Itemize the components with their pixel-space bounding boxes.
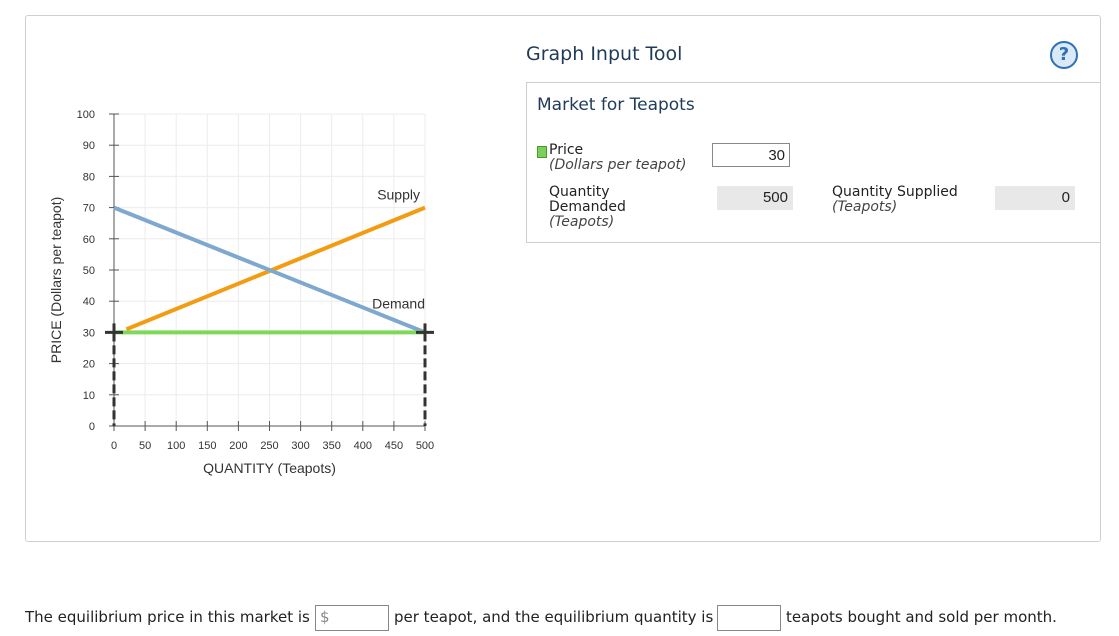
- y-tick-label: 20: [83, 359, 95, 371]
- x-tick-label: 500: [416, 440, 434, 452]
- chart-handles[interactable]: [105, 323, 434, 426]
- x-tick-label: 350: [323, 440, 341, 452]
- price-unit-label: (Dollars per teapot): [549, 157, 687, 173]
- question-text-part3: teapots bought and sold per month.: [786, 608, 1057, 626]
- x-axis-title: QUANTITY (Teapots): [203, 460, 336, 476]
- quantity-supplied-value: 0: [995, 186, 1075, 210]
- equilibrium-quantity-input[interactable]: [717, 605, 781, 631]
- chart-series: [113, 205, 426, 335]
- y-tick-label: 40: [83, 296, 95, 308]
- chart-labels: 0 10 20 30 40 50 60 70 80 90 100 0 50 100 150 200 250 300…: [48, 109, 434, 476]
- x-tick-label: 450: [385, 440, 403, 452]
- x-tick-label: 150: [198, 440, 216, 452]
- help-button[interactable]: ?: [1050, 41, 1078, 69]
- market-title: Market for Teapots: [537, 95, 695, 115]
- quantity-demanded-label-1: Quantity: [549, 184, 610, 200]
- price-label: Price: [549, 142, 584, 158]
- x-tick-label: 250: [260, 440, 278, 452]
- price-swatch-icon: [537, 146, 547, 158]
- tool-divider: [526, 82, 1101, 83]
- dollar-sign: $: [320, 608, 330, 626]
- graph-panel: [25, 15, 1101, 542]
- quantity-demanded-unit-label: (Teapots): [549, 214, 615, 230]
- y-axis-title: PRICE (Dollars per teapot): [48, 197, 64, 364]
- supply-curve-label: Supply: [377, 187, 420, 203]
- quantity-supplied-unit-label: (Teapots): [832, 199, 898, 215]
- supply-demand-chart[interactable]: 0 10 20 30 40 50 60 70 80 90 100 0 50 100 150 200 250 300…: [40, 95, 460, 495]
- x-tick-label: 100: [167, 440, 185, 452]
- quantity-demanded-value: 500: [717, 186, 793, 210]
- y-tick-label: 60: [83, 234, 95, 246]
- price-input[interactable]: [712, 143, 790, 167]
- question-text-part2: per teapot, and the equilibrium quantity…: [394, 608, 714, 626]
- x-tick-label: 200: [229, 440, 247, 452]
- graph-input-tool-box: [526, 82, 1101, 243]
- y-tick-label: 80: [83, 171, 95, 183]
- quantity-supplied-label: Quantity Supplied: [832, 184, 958, 200]
- x-tick-label: 0: [111, 440, 117, 452]
- x-tick-label: 300: [291, 440, 309, 452]
- x-tick-label: 50: [139, 440, 151, 452]
- y-tick-label: 50: [83, 265, 95, 277]
- y-tick-label: 90: [83, 140, 95, 152]
- y-tick-label: 0: [89, 421, 95, 433]
- x-tick-label: 400: [354, 440, 372, 452]
- y-tick-label: 30: [83, 327, 95, 339]
- quantity-demanded-label-2: Demanded: [549, 199, 626, 215]
- series-line-supply: [125, 205, 426, 332]
- question-text-part1: The equilibrium price in this market is: [25, 608, 310, 626]
- equilibrium-price-input[interactable]: $: [315, 605, 389, 631]
- demand-curve-label: Demand: [372, 295, 425, 311]
- graph-input-tool-title: Graph Input Tool: [526, 43, 683, 65]
- y-tick-label: 10: [83, 390, 95, 402]
- y-tick-label: 70: [83, 203, 95, 215]
- y-tick-label: 100: [77, 109, 95, 121]
- series-line-demand: [113, 205, 426, 335]
